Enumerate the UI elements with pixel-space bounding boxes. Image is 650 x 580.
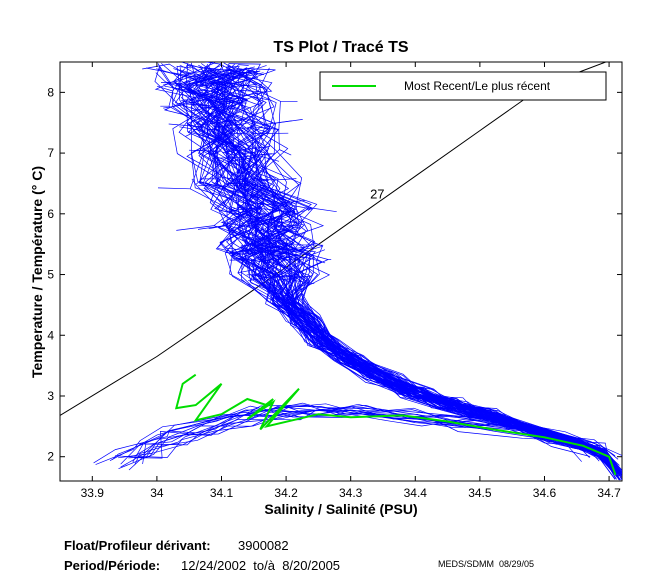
historical-profile-line [120,403,611,468]
x-tick-label: 34.6 [533,486,557,500]
y-tick-label: 2 [47,450,54,464]
historical-profile-line [172,72,616,474]
historical-profile-line [112,414,590,460]
y-tick-label: 7 [47,146,54,160]
historical-profile-line [208,68,620,476]
y-tick-label: 6 [47,207,54,221]
historical-profile-line [200,64,618,478]
historical-profile-line [154,65,616,471]
y-tick-label: 3 [47,389,54,403]
x-axis-ticks: 33.9 34 34.1 34.2 34.3 34.4 34.5 34.6 34.7 [81,62,621,500]
historical-profile-line [212,63,620,480]
footer: Float/Profileur dérivant: 3900082 Period… [64,538,534,573]
historical-profile-line [191,71,617,473]
historical-profile-line [161,63,616,471]
y-axis-ticks: 2 3 4 5 6 7 8 [47,85,622,464]
x-axis-label: Salinity / Salinité (PSU) [264,501,417,517]
period-label: Period/Période: [64,558,160,573]
y-tick-label: 8 [47,85,54,99]
plot-content [60,62,622,481]
period-value: 12/24/2002 to/à 8/20/2005 [181,558,340,573]
y-axis-label: Temperature / Température (° C) [29,166,45,378]
credit-stamp: MEDS/SDMM 08/29/05 [438,559,534,569]
historical-profile-line [213,70,622,479]
legend-label: Most Recent/Le plus récent [404,79,551,93]
x-tick-label: 34.3 [339,486,363,500]
x-tick-label: 34.7 [597,486,621,500]
historical-profile-line [118,407,616,459]
historical-profile-line [171,72,617,477]
y-tick-label: 5 [47,268,54,282]
historical-profiles [93,62,622,481]
x-tick-label: 34.4 [404,486,428,500]
most-recent-profile-line [174,373,617,476]
x-tick-label: 34.5 [468,486,492,500]
chart-title: TS Plot / Tracé TS [273,39,408,56]
historical-profile-line [210,65,622,481]
historical-profile-line [204,68,622,474]
isopycnal-label: 27 [370,187,384,202]
historical-profile-line [93,409,582,464]
plot-area [59,61,623,482]
x-tick-label: 33.9 [81,486,105,500]
y-tick-label: 4 [47,328,54,342]
historical-profile-line [132,405,617,467]
x-tick-label: 34.2 [274,486,298,500]
float-id-value: 3900082 [238,538,289,553]
x-tick-label: 34 [150,486,164,500]
legend: Most Recent/Le plus récent [319,71,607,101]
historical-profile-line [173,68,618,473]
historical-profile-line [210,70,621,472]
historical-profile-line [176,65,619,470]
float-id-label: Float/Profileur dérivant: [64,538,211,553]
x-tick-label: 34.1 [210,486,234,500]
